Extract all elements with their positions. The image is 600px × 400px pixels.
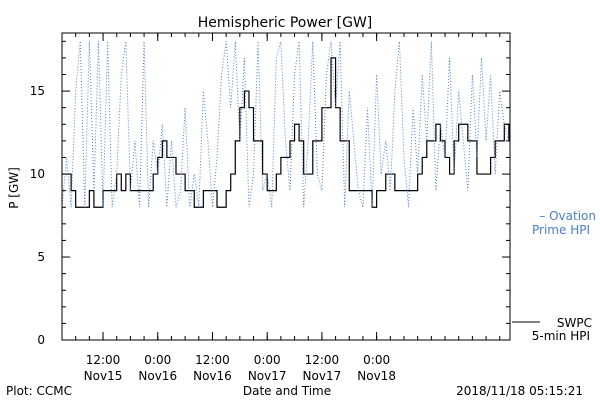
x-tick-hour-label: 0:00 — [254, 353, 281, 367]
chart-title: Hemispheric Power [GW] — [198, 15, 373, 31]
y-axis-label: P [GW] — [7, 167, 21, 209]
x-tick-day-label: Nov17 — [303, 369, 342, 383]
legend-swpc-line2: 5-min HPI — [532, 329, 590, 343]
plot-frame — [61, 32, 511, 341]
x-tick-hour-label: 12:00 — [86, 353, 121, 367]
x-tick-day-label: Nov18 — [357, 369, 396, 383]
y-tick-label: 15 — [30, 84, 45, 98]
axes-layer: 0 5 10 15 12:00 Nov15 0:00 Nov16 12:00 Nov16 0:00 N… — [30, 33, 510, 383]
x-tick-hour-label: 12:00 — [195, 353, 230, 367]
legend-ovation-line2: Prime HPI — [532, 223, 590, 237]
x-tick-day-label: Nov16 — [193, 369, 232, 383]
x-tick-hour-label: 0:00 — [363, 353, 390, 367]
legend-swpc-line1: SWPC — [557, 316, 592, 330]
x-tick-hour-label: 0:00 — [144, 353, 171, 367]
series-line-ovation — [61, 41, 510, 208]
y-tick-label: 5 — [37, 250, 45, 264]
series-layer — [61, 41, 510, 208]
y-tick-label: 0 — [37, 333, 45, 347]
x-axis-label: Date and Time — [243, 384, 331, 398]
series-line-swpc — [62, 57, 510, 208]
y-tick-label: 10 — [30, 167, 45, 181]
footer-timestamp: 2018/11/18 05:15:21 — [456, 384, 583, 398]
x-tick-day-label: Nov15 — [84, 369, 123, 383]
x-tick-day-label: Nov16 — [138, 369, 177, 383]
footer-plot-credit: Plot: CCMC — [6, 384, 72, 398]
legend-ovation-line1: – Ovation — [539, 209, 596, 223]
x-tick-hour-label: 12:00 — [305, 353, 340, 367]
x-tick-day-label: Nov17 — [248, 369, 287, 383]
